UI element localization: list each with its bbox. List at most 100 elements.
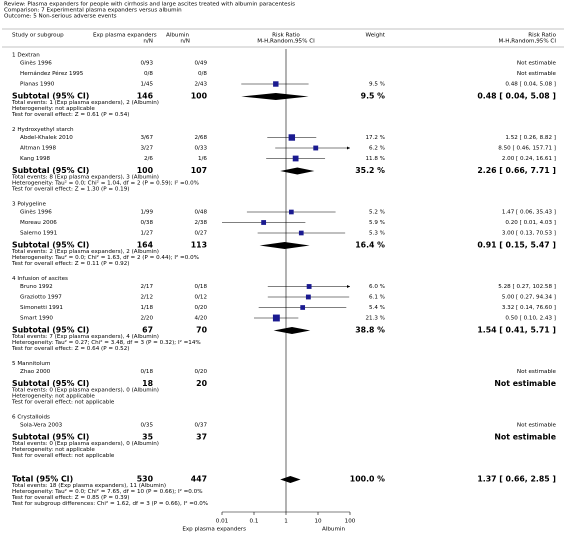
alb-count: 2/68 — [194, 135, 207, 141]
weight-square — [313, 145, 319, 151]
weight: 11.8 % — [365, 156, 385, 162]
note: Heterogeneity: not applicable — [12, 394, 95, 400]
not-estimable: Not estimable — [494, 379, 556, 388]
risk-ratio: 2.26 [ 0.66, 7.71 ] — [477, 166, 556, 175]
group-name: 5 Mannitolum — [12, 361, 50, 367]
x-label-right: Albumin — [322, 527, 345, 533]
exp-count: 1/99 — [140, 210, 153, 216]
risk-ratio: 1.54 [ 0.41, 5.71 ] — [477, 326, 556, 335]
note: Total events: 0 (Exp plasma expanders), … — [11, 441, 159, 447]
subtotal-label: Subtotal (95% CI) — [12, 166, 89, 175]
risk-ratio: 0.48 [ 0.04, 5.08 ] — [477, 92, 556, 101]
ci-arrow — [347, 146, 350, 150]
alb-count: 0/8 — [198, 71, 207, 77]
alb-count: 0/49 — [194, 61, 207, 67]
not-estimable: Not estimable — [517, 369, 557, 375]
alb-count: 0/20 — [194, 369, 207, 375]
exp-count: 0/8 — [144, 71, 153, 77]
study-name: Simonetti 1991 — [20, 305, 63, 311]
subtotal-label: Subtotal (95% CI) — [12, 326, 89, 335]
weight: 100.0 % — [350, 475, 385, 484]
alb-count: 70 — [196, 326, 207, 335]
weight: 17.2 % — [365, 135, 385, 141]
alb-count: 0/37 — [194, 423, 207, 429]
exp-count: 146 — [137, 92, 153, 101]
risk-ratio: 0.48 [ 0.04, 5.08 ] — [505, 82, 556, 88]
weight: 5.3 % — [369, 231, 385, 237]
study-name: Altman 1998 — [20, 146, 56, 152]
exp-count: 1/27 — [140, 231, 153, 237]
subtotal-label: Subtotal (95% CI) — [12, 379, 89, 388]
subtotal-label: Subtotal (95% CI) — [12, 433, 89, 442]
weight: 5.2 % — [369, 210, 385, 216]
summary-diamond — [280, 476, 301, 483]
weight: 35.2 % — [355, 166, 385, 175]
exp-count: 1/45 — [140, 82, 153, 88]
note: Test for overall effect: not applicable — [11, 453, 115, 459]
exp-count: 100 — [137, 166, 154, 175]
alb-count: 37 — [196, 433, 207, 442]
col-header: Risk Ratio — [528, 33, 556, 39]
subtotal-label: Total (95% CI) — [12, 475, 73, 484]
risk-ratio: 1.37 [ 0.66, 2.85 ] — [477, 475, 556, 484]
risk-ratio: 5.00 [ 0.27, 94.34 ] — [502, 295, 556, 301]
exp-count: 35 — [142, 433, 153, 442]
note: Heterogeneity: not applicable — [12, 106, 95, 112]
col-header: n/N — [180, 39, 190, 45]
risk-ratio: 8.50 [ 0.46, 157.71 ] — [498, 146, 556, 152]
subtotal-label: Subtotal (95% CI) — [12, 92, 89, 101]
note: Test for overall effect: Z = 0.61 (P = 0… — [11, 112, 129, 118]
weight-square — [305, 294, 311, 300]
exp-count: 2/17 — [140, 284, 153, 290]
not-estimable: Not estimable — [494, 433, 556, 442]
risk-ratio: 0.50 [ 0.10, 2.43 ] — [505, 316, 556, 322]
study-name: Smart 1990 — [20, 316, 53, 322]
alb-count: 2/43 — [194, 82, 207, 88]
study-name: Ginès 1996 — [20, 209, 52, 216]
group-name: 6 Crystalloids — [12, 415, 50, 421]
col-header: Weight — [366, 33, 386, 39]
alb-count: 1/6 — [198, 156, 207, 162]
weight: 9.5 % — [369, 82, 385, 88]
weight: 6.0 % — [369, 284, 385, 290]
note: Test for overall effect: not applicable — [11, 400, 115, 406]
col-header: Albumin — [166, 33, 189, 39]
exp-count: 2/12 — [140, 295, 153, 301]
alb-count: 0/33 — [194, 146, 207, 152]
exp-count: 67 — [142, 326, 153, 335]
weight: 6.1 % — [369, 295, 385, 301]
weight-square — [300, 305, 306, 310]
exp-count: 2/6 — [144, 156, 153, 162]
exp-count: 530 — [137, 475, 154, 484]
col-header: Exp plasma expanders — [93, 33, 157, 39]
note: Heterogeneity: Tau² = 0.0; Chi² = 1.04, … — [12, 180, 199, 187]
subtotal-label: Subtotal (95% CI) — [12, 241, 89, 250]
study-name: Salerno 1991 — [20, 231, 58, 237]
note: Total events: 8 (Exp plasma expanders), … — [11, 175, 159, 181]
alb-count: 4/20 — [194, 316, 207, 322]
weight: 21.3 % — [365, 316, 385, 322]
note: Total events: 18 (Exp plasma expanders),… — [11, 483, 166, 489]
note: Test for overall effect: Z = 0.64 (P = 0… — [11, 346, 129, 352]
weight: 6.2 % — [369, 146, 385, 152]
group-name: 4 Infusion of ascites — [12, 276, 68, 282]
alb-count: 100 — [191, 92, 208, 101]
note: Heterogeneity: not applicable — [12, 447, 95, 453]
summary-diamond — [241, 93, 309, 100]
exp-count: 0/35 — [140, 423, 153, 429]
weight-square — [273, 81, 279, 87]
exp-count: 2/20 — [140, 316, 153, 322]
group-name: 1 Dextran — [12, 53, 40, 59]
alb-count: 0/48 — [194, 210, 207, 216]
study-name: Abdel-Khalek 2010 — [20, 135, 73, 141]
weight: 9.5 % — [361, 92, 386, 101]
risk-ratio: 2.00 [ 0.24, 16.61 ] — [502, 156, 556, 162]
exp-count: 18 — [142, 379, 153, 388]
exp-count: 3/67 — [140, 135, 153, 141]
alb-count: 447 — [191, 475, 207, 484]
alb-count: 0/12 — [194, 295, 207, 301]
weight-square — [298, 230, 304, 236]
alb-count: 20 — [196, 379, 207, 388]
weight: 16.4 % — [355, 241, 385, 250]
